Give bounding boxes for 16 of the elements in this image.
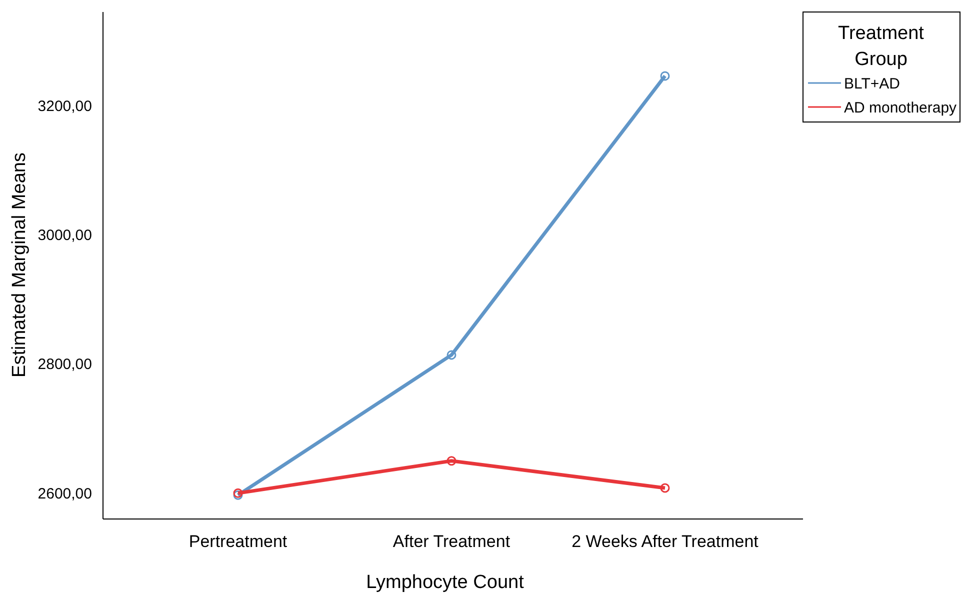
point xyxy=(446,350,456,360)
y-tick-label: 2800,00 xyxy=(38,356,92,374)
point xyxy=(446,456,456,466)
y-tick-label: 3200,00 xyxy=(38,98,92,115)
y-axis-title: Estimated Marginal Means xyxy=(9,152,30,378)
x-tick-label: After Treatment xyxy=(392,532,510,551)
y-tick-label: 2600,00 xyxy=(38,485,92,502)
point xyxy=(660,71,670,81)
x-axis-title: Lymphocyte Count xyxy=(366,572,525,593)
legend-label: AD monotherapy xyxy=(844,99,958,116)
legend-title: Treatment Group xyxy=(838,23,925,70)
x-tick-label: Pertreatment xyxy=(188,532,288,551)
legend-label: BLT+AD xyxy=(844,75,900,92)
y-tick-label: 3000,00 xyxy=(38,227,92,244)
point xyxy=(660,483,670,493)
x-tick-label: 2 Weeks After Treatment xyxy=(572,532,759,551)
